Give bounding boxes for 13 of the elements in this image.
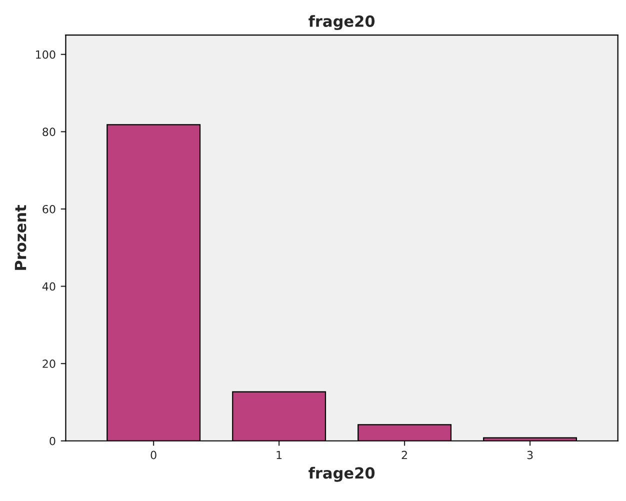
y-axis-title: Prozent <box>14 204 26 270</box>
y-tick-label: 80 <box>42 128 56 136</box>
y-tick-label: 20 <box>42 360 56 368</box>
chart-title: frage20 <box>308 15 375 30</box>
y-tick-label: 0 <box>50 436 56 446</box>
x-tick-label: 1 <box>276 450 282 460</box>
x-tick-label: 2 <box>402 450 407 460</box>
y-tick-label: 100 <box>36 50 56 59</box>
x-axis-title: frage20 <box>308 466 375 482</box>
y-tick-label: 60 <box>42 204 56 214</box>
x-tick-label: 0 <box>150 450 156 460</box>
x-tick-label: 3 <box>527 450 533 460</box>
y-tick-label: 40 <box>42 282 56 291</box>
